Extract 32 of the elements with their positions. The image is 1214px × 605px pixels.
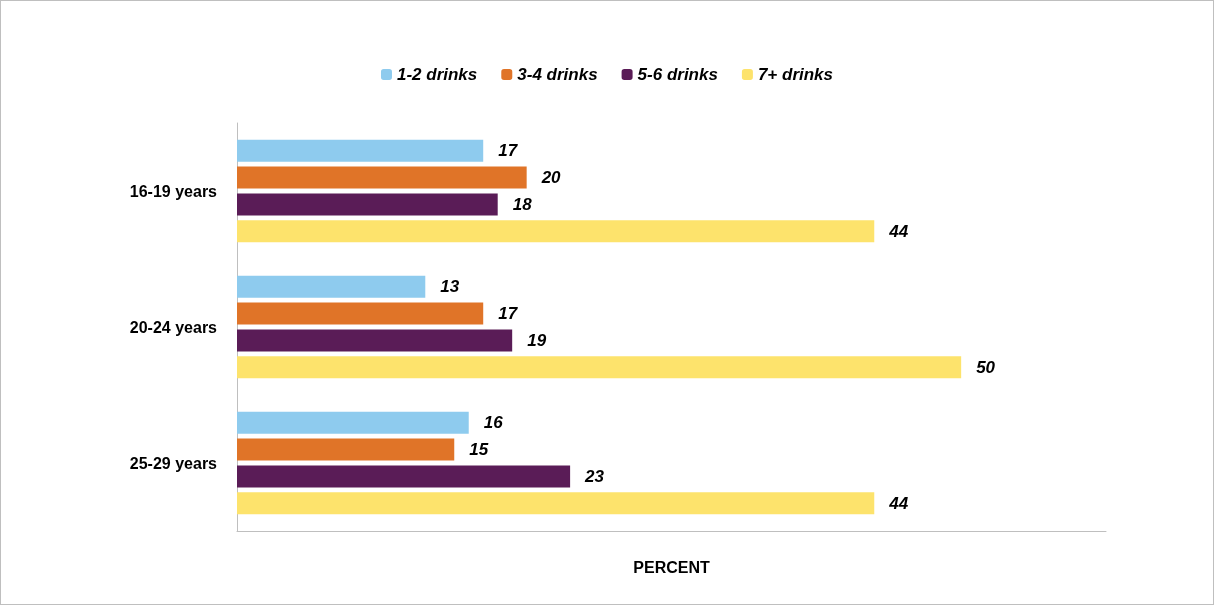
bar [237, 139, 484, 162]
data-label: 16 [483, 413, 504, 433]
data-label: 18 [512, 194, 533, 214]
bar [237, 220, 875, 243]
bar [237, 302, 484, 325]
legend-label: 3-4 drinks [517, 65, 598, 84]
data-label: 19 [527, 330, 547, 350]
data-label: 50 [976, 357, 996, 377]
bar [237, 166, 527, 189]
bar [237, 465, 571, 488]
x-axis-title: PERCENT [633, 558, 710, 576]
data-label: 15 [469, 440, 489, 460]
data-label: 44 [888, 221, 909, 241]
y-tick-label: 20-24 years [129, 318, 218, 336]
bar [237, 193, 498, 216]
legend-label: 7+ drinks [757, 65, 834, 84]
data-label: 13 [440, 277, 460, 297]
y-tick-label: 16-19 years [129, 182, 218, 200]
bar [237, 492, 875, 515]
data-label: 17 [498, 304, 519, 324]
bar [237, 275, 426, 298]
legend-label: 5-6 drinks [637, 65, 718, 84]
data-label: 20 [540, 168, 562, 188]
bar [237, 329, 513, 352]
bar [237, 438, 455, 461]
data-label: 44 [888, 493, 909, 513]
legend-label: 1-2 drinks [396, 65, 478, 84]
bar [237, 356, 962, 379]
data-label: 23 [584, 466, 605, 486]
y-tick-label: 25-29 years [129, 454, 218, 472]
data-label: 17 [498, 141, 519, 161]
bar [237, 411, 469, 434]
